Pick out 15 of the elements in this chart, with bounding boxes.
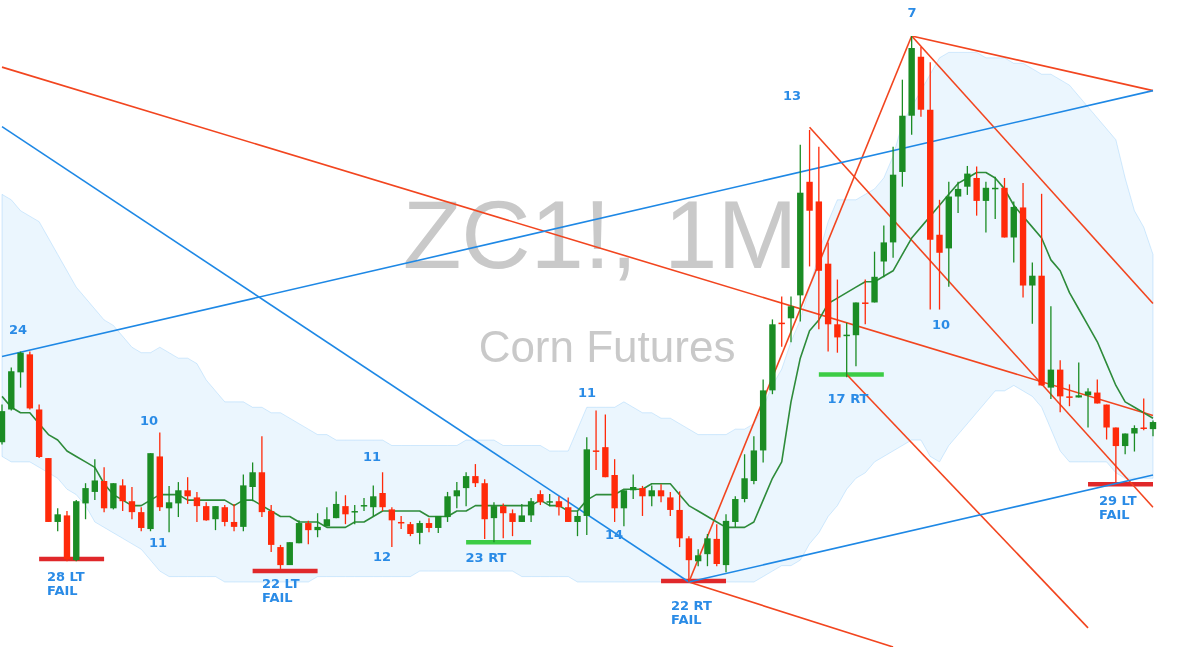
annotation: 11 (577, 385, 597, 401)
annotation: 11 (148, 535, 168, 551)
annotation: 29 LT FAIL (1099, 493, 1137, 523)
annotation: 12 (372, 549, 392, 565)
annotation: 13 (782, 88, 802, 104)
text: 22 RT FAIL (671, 598, 713, 628)
annotation: 17 RT (827, 391, 869, 407)
text: 7 (907, 5, 917, 21)
annotation: 23 RT (465, 550, 507, 566)
annotation: 22 LT FAIL (262, 576, 300, 606)
annotation: 28 LT FAIL (47, 569, 85, 599)
annotation: 24 (8, 322, 28, 338)
annotation: 10 (139, 413, 159, 429)
annotation: 10 (931, 317, 951, 333)
annotation: 11 (362, 449, 382, 465)
